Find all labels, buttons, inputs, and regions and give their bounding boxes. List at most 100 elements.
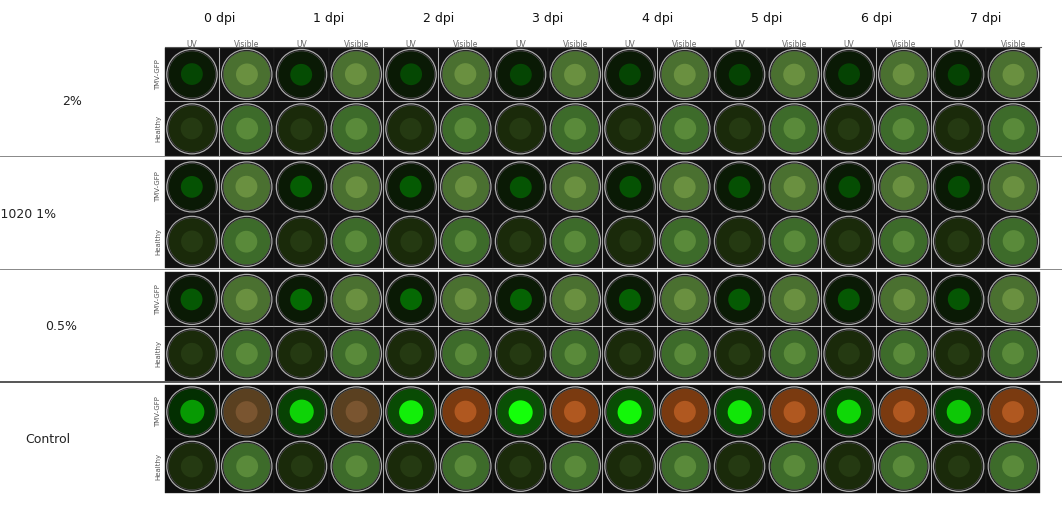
Ellipse shape [716, 218, 764, 265]
Ellipse shape [729, 118, 751, 140]
Ellipse shape [278, 276, 325, 323]
Bar [439, 439, 493, 493]
Ellipse shape [291, 455, 313, 477]
Bar [384, 160, 439, 214]
Bar [987, 160, 1041, 214]
Ellipse shape [893, 289, 915, 310]
Ellipse shape [729, 455, 750, 477]
Ellipse shape [990, 218, 1037, 265]
Ellipse shape [564, 231, 586, 253]
Ellipse shape [181, 230, 203, 253]
Ellipse shape [771, 106, 818, 152]
Ellipse shape [618, 400, 641, 424]
Ellipse shape [729, 230, 751, 253]
Ellipse shape [181, 118, 203, 139]
Ellipse shape [825, 164, 873, 211]
Ellipse shape [497, 330, 544, 377]
Bar [657, 214, 712, 268]
Bar [822, 439, 876, 493]
Ellipse shape [935, 51, 982, 98]
Ellipse shape [388, 388, 434, 435]
Ellipse shape [880, 443, 927, 490]
Bar [713, 48, 767, 101]
Ellipse shape [332, 106, 380, 152]
Ellipse shape [290, 343, 312, 364]
Ellipse shape [400, 230, 423, 253]
Bar [220, 214, 274, 268]
Bar [439, 385, 493, 439]
Ellipse shape [169, 218, 216, 265]
Ellipse shape [947, 230, 970, 253]
Ellipse shape [771, 51, 818, 98]
Ellipse shape [784, 176, 805, 198]
Ellipse shape [727, 400, 752, 424]
Ellipse shape [838, 64, 860, 85]
Ellipse shape [236, 64, 258, 85]
Text: TMV-GFP: TMV-GFP [155, 172, 161, 202]
Bar [877, 327, 931, 381]
Ellipse shape [290, 230, 312, 252]
Ellipse shape [825, 388, 873, 435]
Ellipse shape [893, 456, 914, 477]
Bar [603, 439, 657, 493]
Ellipse shape [564, 289, 586, 310]
Ellipse shape [497, 443, 544, 490]
Bar [548, 214, 602, 268]
Ellipse shape [345, 401, 367, 423]
Ellipse shape [332, 330, 380, 377]
Ellipse shape [838, 118, 860, 140]
Text: Visible: Visible [453, 40, 479, 49]
Bar [548, 385, 602, 439]
Bar [329, 272, 383, 327]
Ellipse shape [236, 176, 257, 197]
Ellipse shape [332, 443, 380, 490]
Ellipse shape [181, 456, 203, 477]
Ellipse shape [345, 118, 367, 140]
Bar [931, 214, 986, 268]
Bar [931, 48, 986, 101]
Bar [494, 102, 548, 156]
Ellipse shape [181, 63, 203, 85]
Ellipse shape [662, 218, 708, 265]
Ellipse shape [606, 443, 653, 490]
Ellipse shape [552, 106, 599, 152]
Bar [329, 48, 383, 101]
Bar [877, 160, 931, 214]
Ellipse shape [892, 118, 914, 140]
Bar [713, 272, 767, 327]
Ellipse shape [181, 289, 203, 310]
Ellipse shape [388, 164, 434, 211]
Ellipse shape [662, 164, 708, 211]
Ellipse shape [388, 106, 434, 152]
Text: 1 dpi: 1 dpi [313, 12, 344, 25]
Ellipse shape [400, 455, 422, 477]
Ellipse shape [552, 388, 599, 435]
Ellipse shape [784, 230, 806, 252]
Ellipse shape [1003, 118, 1025, 140]
Ellipse shape [278, 388, 325, 435]
Bar [548, 102, 602, 156]
Ellipse shape [771, 388, 818, 435]
Ellipse shape [332, 51, 380, 98]
Ellipse shape [838, 230, 860, 252]
Bar [877, 214, 931, 268]
Ellipse shape [619, 289, 640, 311]
Ellipse shape [290, 118, 312, 140]
Ellipse shape [935, 330, 982, 377]
Bar [987, 439, 1041, 493]
Ellipse shape [825, 106, 873, 152]
Bar [767, 160, 821, 214]
Ellipse shape [716, 51, 764, 98]
Bar [767, 327, 821, 381]
Ellipse shape [497, 106, 544, 152]
Ellipse shape [181, 343, 203, 364]
Bar [494, 272, 548, 327]
Ellipse shape [880, 276, 927, 323]
Ellipse shape [771, 443, 818, 490]
Bar [657, 48, 712, 101]
Ellipse shape [455, 288, 477, 310]
Ellipse shape [346, 289, 367, 310]
Bar [713, 385, 767, 439]
Bar [494, 214, 548, 268]
Ellipse shape [399, 343, 422, 365]
